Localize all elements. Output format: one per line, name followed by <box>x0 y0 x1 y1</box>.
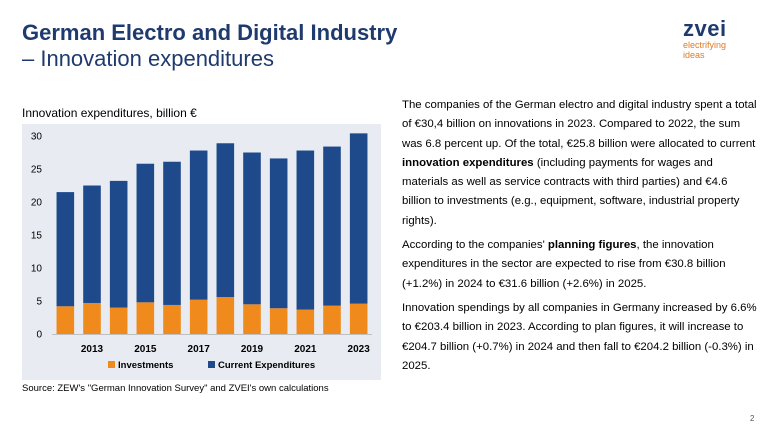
y-tick-label: 0 <box>36 330 42 341</box>
bar-current-expenditures <box>189 150 208 300</box>
legend-swatch <box>208 361 215 368</box>
paragraph-3: Innovation spendings by all companies in… <box>402 299 758 376</box>
bar-investments <box>243 304 261 334</box>
bar-investments <box>296 309 315 334</box>
bar-investments <box>323 305 341 334</box>
bar-current-expenditures <box>349 133 368 304</box>
bar-investments <box>83 302 101 334</box>
y-tick-label: 25 <box>31 165 43 176</box>
bar-current-expenditures <box>269 158 288 309</box>
x-tick-label: 2019 <box>241 344 264 355</box>
bar-current-expenditures <box>296 150 315 310</box>
bar-investments <box>269 308 288 334</box>
logo-word: zvei <box>683 16 727 41</box>
y-tick-label: 5 <box>36 297 42 308</box>
bar-current-expenditures <box>216 143 235 298</box>
bar-investments <box>136 302 155 334</box>
bar-current-expenditures <box>163 161 181 305</box>
bar-current-expenditures <box>56 192 75 307</box>
logo-tagline-2: ideas <box>683 50 705 60</box>
bar-current-expenditures <box>83 185 101 303</box>
x-tick-label: 2017 <box>188 344 211 355</box>
bar-current-expenditures <box>136 163 155 303</box>
bar-investments <box>56 306 75 334</box>
p2-run-1: planning figures <box>547 239 637 252</box>
logo-tagline-1: electrifying <box>683 40 727 50</box>
p1-run-1: innovation expenditures <box>402 156 534 169</box>
x-tick-label: 2015 <box>134 344 157 355</box>
bar-investments <box>189 299 208 334</box>
title-line-1: German Electro and Digital Industry <box>22 20 398 45</box>
bar-investments <box>349 303 368 334</box>
x-tick-label: 2021 <box>294 344 317 355</box>
p3-run-0: Innovation spendings by all companies in… <box>402 301 757 372</box>
p1-run-0: The companies of the German electro and … <box>402 99 757 150</box>
page-number: 2 <box>750 414 755 423</box>
bar-investments <box>163 304 181 334</box>
bar-current-expenditures <box>323 146 341 306</box>
y-tick-label: 20 <box>31 198 43 209</box>
chart-title: Innovation expenditures, billion € <box>22 106 197 120</box>
bar-current-expenditures <box>109 180 128 308</box>
y-tick-label: 10 <box>31 264 43 275</box>
bar-chart: 0 5 10 15 20 25 30 2013 2015 2017 2019 2021 2023 Inve… <box>31 132 372 371</box>
y-tick-label: 15 <box>31 231 43 242</box>
bar-current-expenditures <box>243 152 261 305</box>
page-title: German Electro and Digital Industry – In… <box>22 20 397 72</box>
chart-area: 0 5 10 15 20 25 30 2013 2015 2017 2019 2021 2023 Inve… <box>22 124 381 380</box>
paragraph-2: According to the companies' planning fig… <box>402 236 758 294</box>
body-text: The companies of the German electro and … <box>402 96 758 381</box>
p2-run-0: According to the companies' <box>402 239 548 252</box>
x-tick-label: 2013 <box>81 344 104 355</box>
title-line-2: – Innovation expenditures <box>22 46 274 71</box>
x-tick-label: 2023 <box>348 344 371 355</box>
paragraph-1: The companies of the German electro and … <box>402 96 758 231</box>
p2-run-2: , the innovation expenditures in the sec… <box>402 239 726 290</box>
bar-investments <box>216 297 235 334</box>
p1-run-2: (including payments for wages and materi… <box>402 156 740 227</box>
y-tick-label: 30 <box>31 132 43 143</box>
source-note: Source: ZEW's "German Innovation Survey"… <box>22 383 329 394</box>
legend-label: Current Expenditures <box>218 360 315 371</box>
bar-investments <box>109 307 128 334</box>
zvei-logo: zvei electrifying ideas <box>683 16 753 61</box>
legend-label: Investments <box>118 360 173 371</box>
legend-swatch <box>108 361 115 368</box>
